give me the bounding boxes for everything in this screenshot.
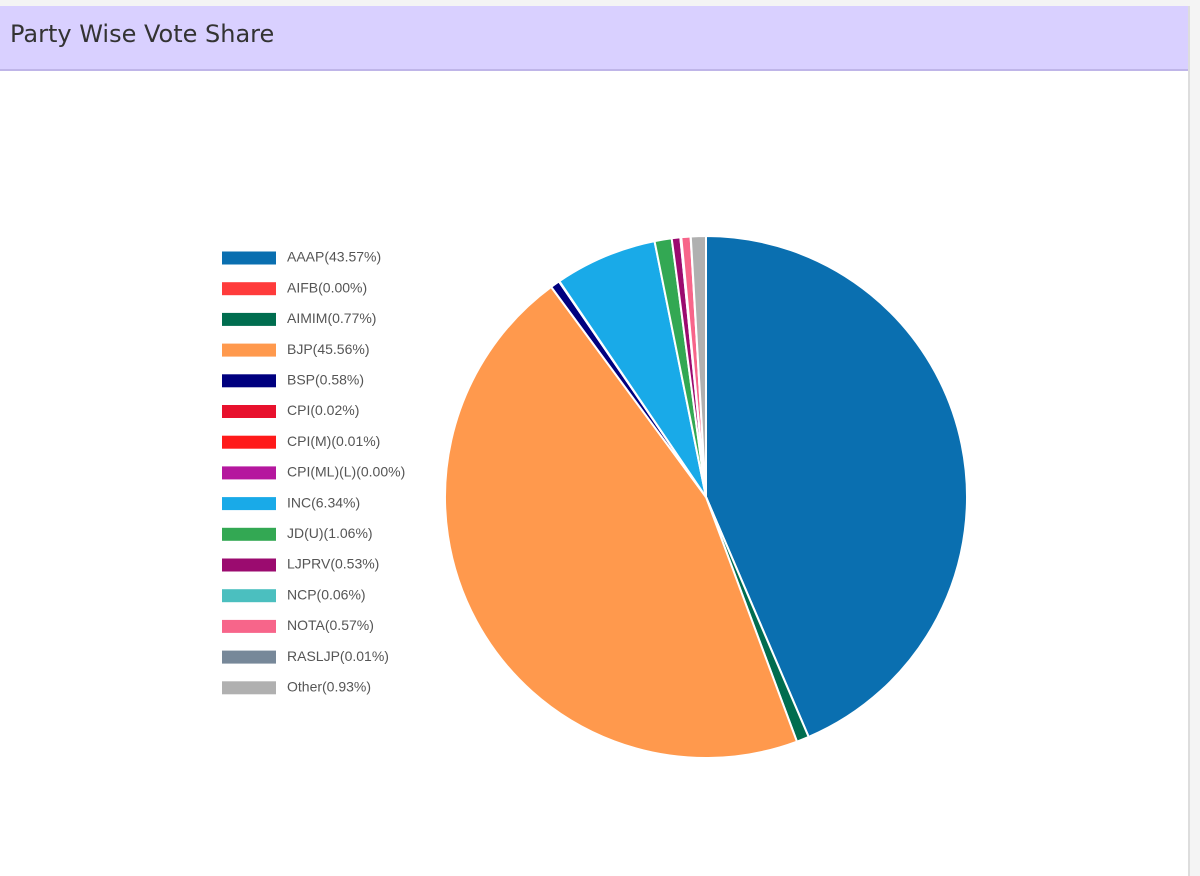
legend-swatch bbox=[222, 343, 276, 357]
legend-label: CPI(M)(0.01%) bbox=[287, 433, 380, 449]
legend-label: BSP(0.58%) bbox=[287, 372, 364, 388]
pie-slice bbox=[444, 285, 799, 759]
legend-swatch bbox=[222, 435, 276, 449]
pie-slice bbox=[705, 234, 968, 739]
legend-label: INC(6.34%) bbox=[287, 494, 360, 510]
legend-label: NOTA(0.57%) bbox=[287, 617, 374, 633]
legend-label: CPI(0.02%) bbox=[287, 402, 359, 418]
pie-slice bbox=[689, 234, 707, 498]
legend-label: CPI(ML)(L)(0.00%) bbox=[287, 464, 405, 480]
legend-swatch bbox=[222, 405, 276, 418]
legend-label: JD(U)(1.06%) bbox=[287, 525, 373, 541]
legend-swatch bbox=[222, 312, 276, 326]
legend-swatch bbox=[222, 527, 276, 541]
legend-label: NCP(0.06%) bbox=[287, 586, 366, 602]
legend-label: AAAP(43.57%) bbox=[287, 249, 381, 265]
legend-label: AIMIM(0.77%) bbox=[287, 310, 376, 326]
legend-label: LJPRV(0.53%) bbox=[287, 556, 379, 572]
legend-swatch bbox=[222, 282, 276, 296]
legend-swatch bbox=[222, 558, 276, 572]
legend-label: BJP(45.56%) bbox=[287, 341, 369, 357]
legend-label: AIFB(0.00%) bbox=[287, 279, 367, 295]
legend-swatch bbox=[222, 589, 276, 603]
card-header: Party Wise Vote Share bbox=[0, 6, 1188, 71]
legend-label: RASLJP(0.01%) bbox=[287, 648, 389, 664]
legend-label: Other(0.93%) bbox=[287, 679, 371, 695]
legend-swatch bbox=[222, 251, 276, 265]
legend-swatch bbox=[222, 681, 276, 695]
legend-swatch bbox=[222, 619, 276, 633]
legend-swatch bbox=[222, 497, 276, 511]
legend-swatch bbox=[222, 650, 276, 664]
legend-swatch bbox=[222, 466, 276, 480]
card-title: Party Wise Vote Share bbox=[10, 20, 275, 48]
legend-swatch bbox=[222, 374, 276, 388]
